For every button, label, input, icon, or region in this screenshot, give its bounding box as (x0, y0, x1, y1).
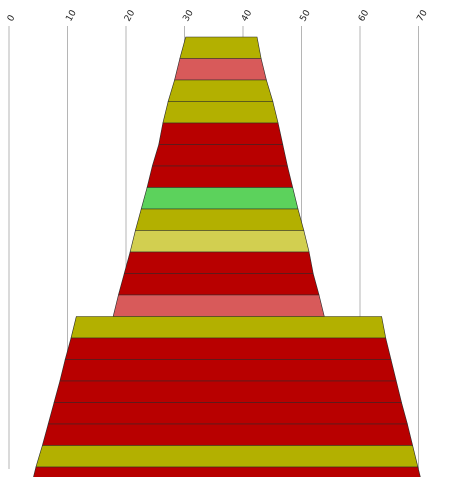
funnel-band (70, 316, 387, 339)
x-tick-label: 50 (298, 8, 313, 23)
funnel-band (151, 144, 288, 167)
x-tick-label: 40 (240, 8, 255, 23)
funnel-band (146, 165, 294, 188)
x-tick-label: 70 (415, 8, 430, 23)
funnel-band (53, 380, 402, 403)
funnel-band (174, 58, 267, 81)
funnel-band (179, 36, 262, 59)
funnel-band (47, 402, 408, 425)
funnel-band (158, 122, 284, 145)
funnel-band (162, 101, 279, 124)
funnel-band (134, 208, 305, 231)
funnel-bands (33, 36, 421, 477)
x-tick-label: 30 (181, 8, 196, 23)
funnel-band (112, 294, 325, 317)
funnel-band (123, 251, 314, 274)
x-tick-label: 0 (6, 13, 18, 23)
funnel-band (33, 466, 421, 477)
funnel-band (129, 230, 310, 253)
x-tick-label: 60 (357, 8, 372, 23)
funnel-band (140, 187, 299, 210)
funnel-band (118, 273, 320, 296)
funnel-band (64, 337, 392, 360)
x-axis-tick-labels: 0 10 20 30 40 50 60 70 (6, 8, 430, 23)
funnel-band (167, 79, 274, 102)
x-tick-label: 10 (64, 8, 79, 23)
funnel-band (59, 359, 397, 382)
x-tick-label: 20 (123, 8, 138, 23)
funnel-band (35, 445, 419, 468)
funnel-band (41, 423, 414, 446)
